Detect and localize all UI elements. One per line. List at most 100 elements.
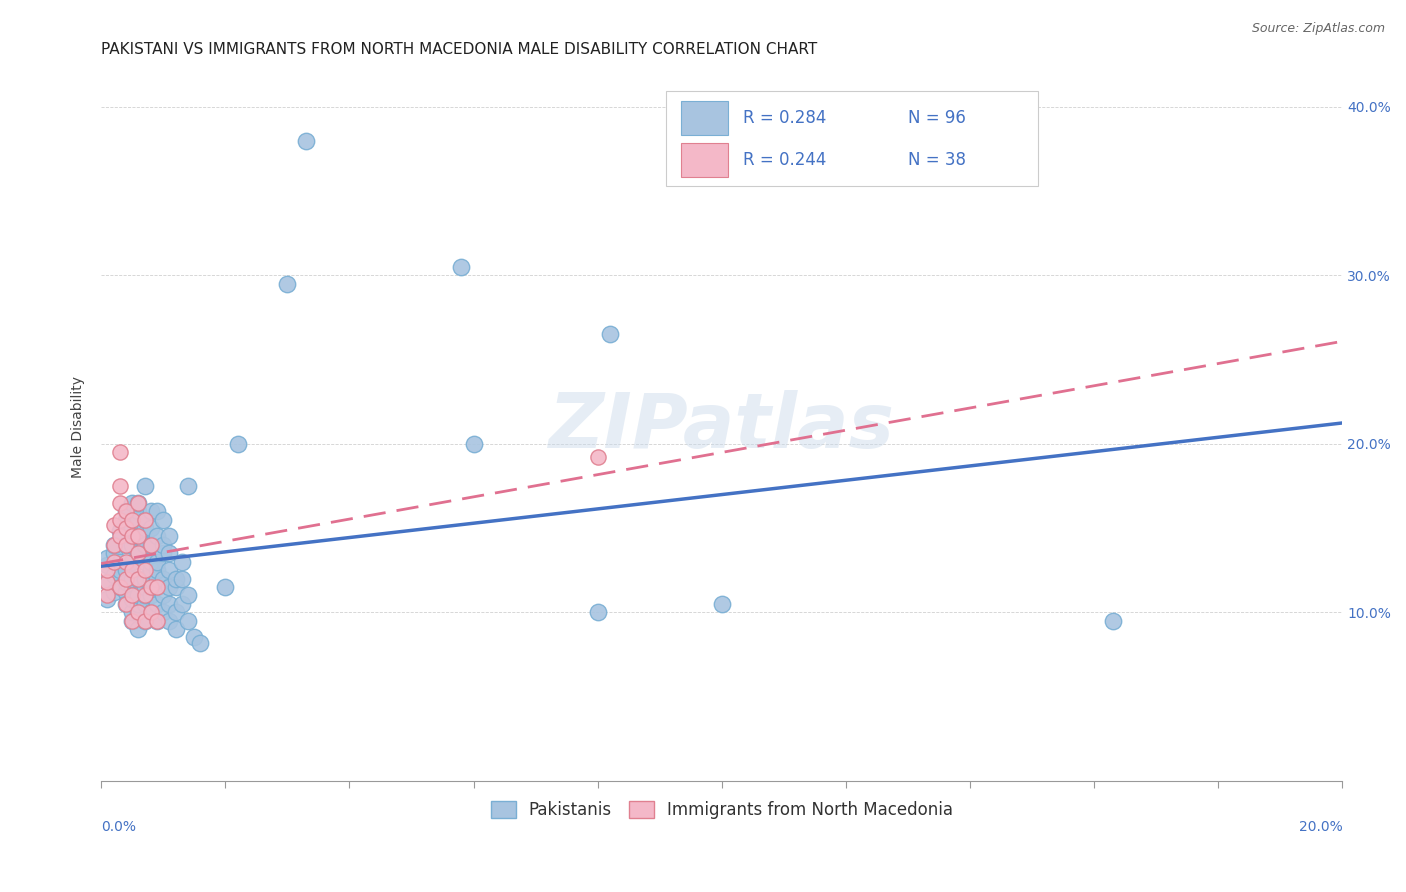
Point — [159, 546, 181, 560]
Y-axis label: Male Disability: Male Disability — [72, 376, 86, 478]
Point — [134, 588, 156, 602]
Point — [108, 445, 131, 459]
Point — [146, 572, 169, 586]
Point — [146, 555, 169, 569]
Point — [121, 580, 143, 594]
Point — [177, 588, 200, 602]
Point — [139, 504, 162, 518]
Point — [152, 572, 174, 586]
Point — [127, 597, 149, 611]
Text: PAKISTANI VS IMMIGRANTS FROM NORTH MACEDONIA MALE DISABILITY CORRELATION CHART: PAKISTANI VS IMMIGRANTS FROM NORTH MACED… — [101, 42, 817, 57]
Point — [108, 524, 131, 539]
Point — [96, 574, 118, 589]
Point — [121, 588, 143, 602]
Point — [127, 572, 149, 586]
Point — [127, 605, 149, 619]
Legend: Pakistanis, Immigrants from North Macedonia: Pakistanis, Immigrants from North Macedo… — [484, 794, 960, 825]
Point — [165, 580, 187, 594]
Point — [127, 496, 149, 510]
Point — [1101, 614, 1123, 628]
Point — [146, 597, 169, 611]
Point — [127, 572, 149, 586]
Point — [139, 580, 162, 594]
Point — [165, 572, 187, 586]
Point — [108, 479, 131, 493]
Point — [165, 605, 187, 619]
Point — [463, 436, 485, 450]
Point — [121, 538, 143, 552]
Point — [121, 614, 143, 628]
Point — [115, 538, 138, 552]
Point — [599, 327, 621, 342]
Point — [134, 580, 156, 594]
Point — [134, 563, 156, 577]
Point — [96, 563, 118, 577]
Point — [134, 597, 156, 611]
Point — [170, 555, 193, 569]
Text: Source: ZipAtlas.com: Source: ZipAtlas.com — [1251, 22, 1385, 36]
Point — [134, 614, 156, 628]
Point — [134, 572, 156, 586]
Point — [96, 574, 118, 589]
Point — [146, 580, 169, 594]
Point — [139, 588, 162, 602]
Point — [127, 529, 149, 543]
Point — [103, 538, 125, 552]
Point — [103, 517, 125, 532]
Point — [183, 631, 205, 645]
Text: R = 0.244: R = 0.244 — [742, 152, 827, 169]
Text: 20.0%: 20.0% — [1299, 820, 1343, 833]
Point — [127, 496, 149, 510]
Point — [139, 563, 162, 577]
Point — [159, 563, 181, 577]
Point — [115, 504, 138, 518]
Point — [152, 538, 174, 552]
Point — [159, 529, 181, 543]
Point — [96, 551, 118, 566]
Point — [152, 512, 174, 526]
Point — [121, 614, 143, 628]
Point — [127, 512, 149, 526]
Point — [146, 614, 169, 628]
Point — [121, 529, 143, 543]
Point — [177, 614, 200, 628]
Point — [108, 580, 131, 594]
Point — [121, 555, 143, 569]
Point — [134, 479, 156, 493]
FancyBboxPatch shape — [681, 101, 728, 135]
Text: ZIPatlas: ZIPatlas — [548, 390, 894, 464]
Point — [121, 529, 143, 543]
Point — [121, 591, 143, 606]
Point — [134, 588, 156, 602]
Point — [115, 597, 138, 611]
Point — [139, 572, 162, 586]
Point — [96, 591, 118, 606]
Point — [190, 635, 212, 649]
Point — [139, 538, 162, 552]
Point — [170, 597, 193, 611]
Point — [152, 546, 174, 560]
FancyBboxPatch shape — [681, 144, 728, 178]
Point — [127, 546, 149, 560]
Text: R = 0.284: R = 0.284 — [742, 109, 827, 127]
Point — [121, 605, 143, 619]
Point — [165, 622, 187, 636]
Point — [295, 134, 318, 148]
Point — [146, 614, 169, 628]
Point — [146, 563, 169, 577]
Point — [127, 622, 149, 636]
Point — [159, 580, 181, 594]
Point — [134, 512, 156, 526]
Point — [226, 436, 249, 450]
Point — [159, 614, 181, 628]
Point — [152, 588, 174, 602]
Point — [276, 277, 298, 291]
Point — [214, 580, 236, 594]
Point — [139, 555, 162, 569]
Point — [139, 521, 162, 535]
Point — [108, 512, 131, 526]
Point — [710, 597, 733, 611]
Point — [146, 580, 169, 594]
Point — [139, 605, 162, 619]
Point — [103, 538, 125, 552]
